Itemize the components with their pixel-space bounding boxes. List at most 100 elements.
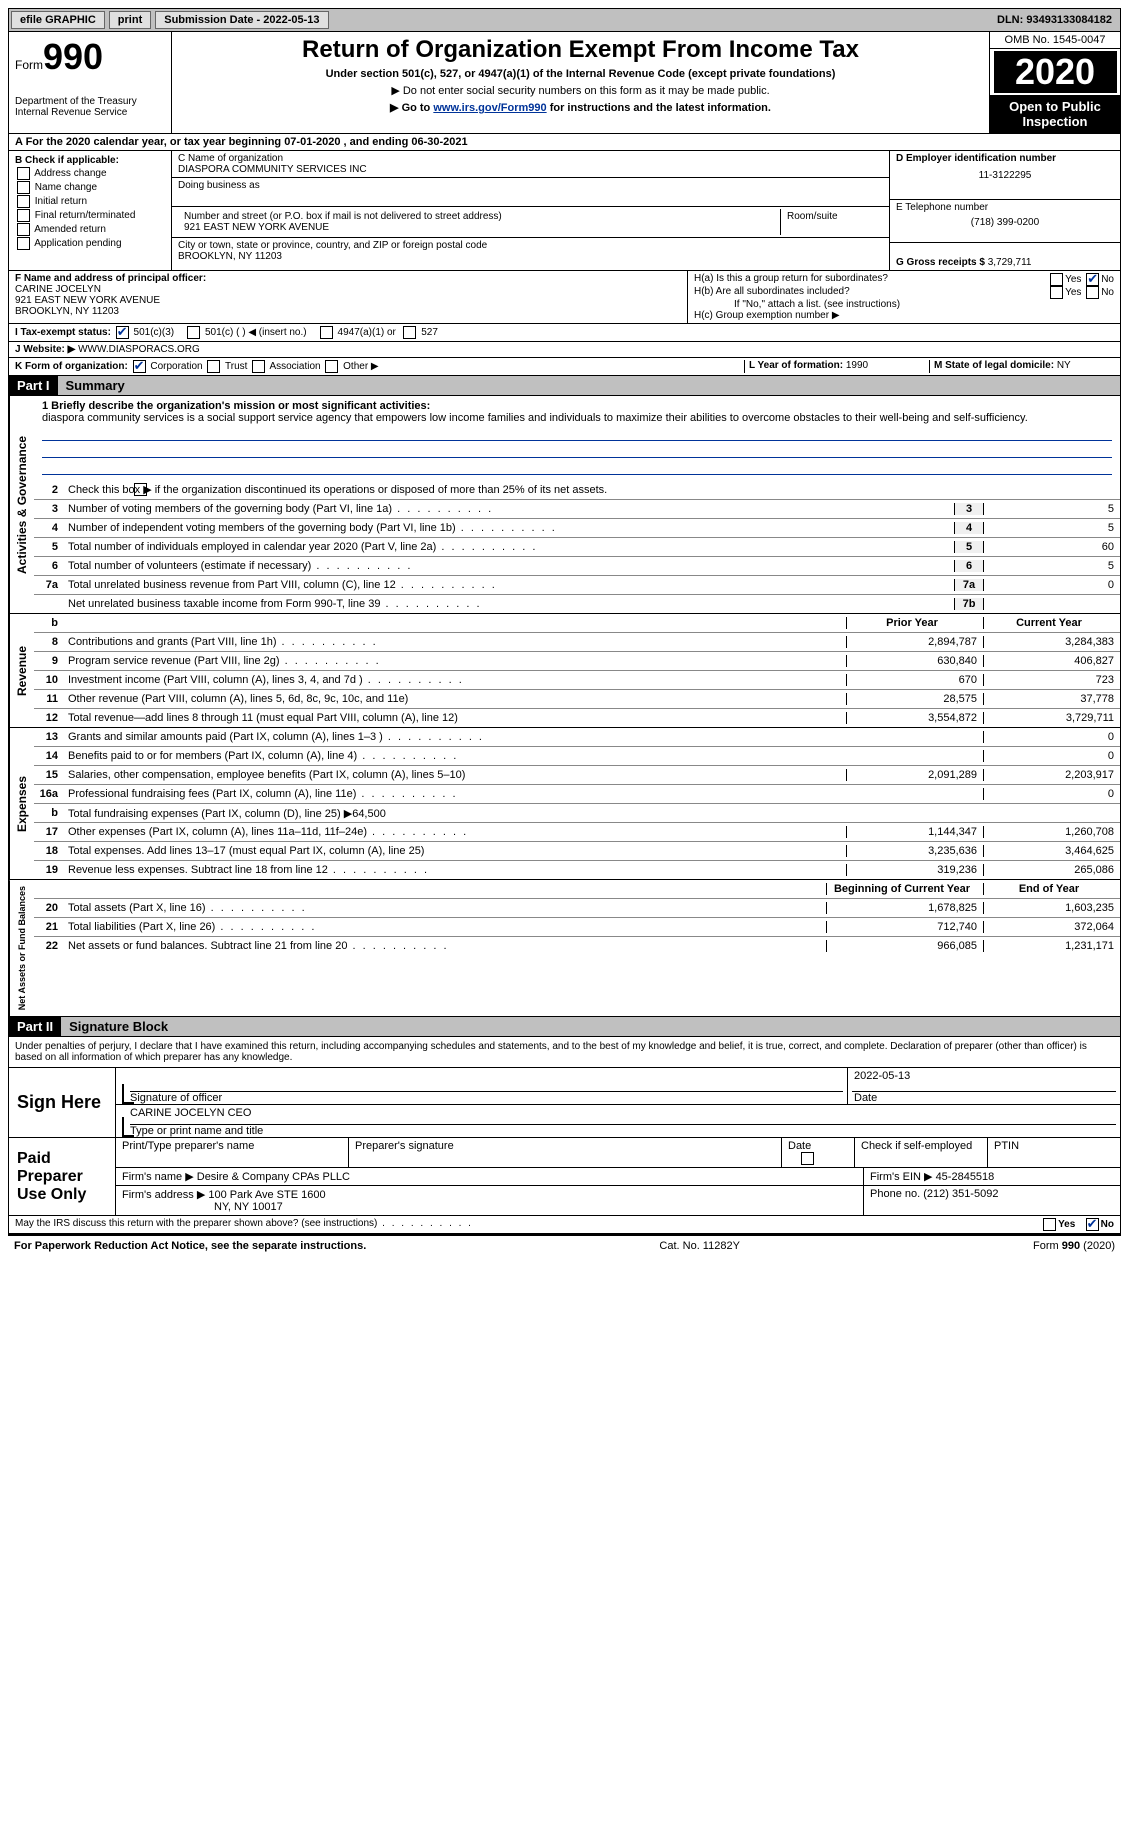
irs-link[interactable]: www.irs.gov/Form990 xyxy=(433,102,546,114)
cb-pending[interactable] xyxy=(17,237,30,250)
omb-number: OMB No. 1545-0047 xyxy=(990,32,1120,49)
row-j: J Website: ▶ WWW.DIASPORACS.ORG xyxy=(8,342,1121,358)
cb-line2[interactable] xyxy=(134,483,147,496)
officer-name-title: CARINE JOCELYN CEO xyxy=(130,1107,251,1119)
cb-self-employed[interactable] xyxy=(801,1152,814,1165)
cb-hb-no[interactable] xyxy=(1086,286,1099,299)
line20-desc: Total assets (Part X, line 16) xyxy=(64,900,826,916)
form-number: 990 xyxy=(43,36,103,77)
ein-value: 11-3122295 xyxy=(896,170,1114,181)
type-name-label: Type or print name and title xyxy=(130,1125,263,1137)
cb-irs-yes[interactable] xyxy=(1043,1218,1056,1231)
opt-4947: 4947(a)(1) or xyxy=(338,327,396,338)
mission-text: diaspora community services is a social … xyxy=(42,412,1112,424)
opt-527: 527 xyxy=(421,327,438,338)
firm-name-label: Firm's name ▶ xyxy=(122,1171,194,1183)
line11-prior: 28,575 xyxy=(846,693,983,705)
open-public: Open to Public Inspection xyxy=(990,95,1120,133)
ptin-label: PTIN xyxy=(988,1138,1120,1167)
firm-name-value: Desire & Company CPAs PLLC xyxy=(197,1171,350,1183)
hdr-end: End of Year xyxy=(983,883,1120,895)
efile-badge: efile GRAPHIC xyxy=(11,11,105,29)
officer-name: CARINE JOCELYN xyxy=(15,284,101,295)
firm-city-value: NY, NY 10017 xyxy=(122,1201,283,1213)
line12-prior: 3,554,872 xyxy=(846,712,983,724)
cb-other[interactable] xyxy=(325,360,338,373)
opt-corp: Corporation xyxy=(150,361,202,372)
col-b-header: B Check if applicable: xyxy=(15,155,119,166)
opt-initial: Initial return xyxy=(35,196,87,207)
opt-name: Name change xyxy=(35,182,97,193)
line17-desc: Other expenses (Part IX, column (A), lin… xyxy=(64,824,846,840)
irs-no: No xyxy=(1101,1219,1114,1230)
cb-initial[interactable] xyxy=(17,195,30,208)
line7a-desc: Total unrelated business revenue from Pa… xyxy=(64,577,954,593)
sign-here-block: Sign Here Signature of officer 2022-05-1… xyxy=(8,1068,1121,1138)
form-org-label: K Form of organization: xyxy=(15,361,128,372)
opt-assoc: Association xyxy=(269,361,320,372)
line13-desc: Grants and similar amounts paid (Part IX… xyxy=(64,729,846,745)
officer-addr2: BROOKLYN, NY 11203 xyxy=(15,306,119,317)
prep-date-label: Date xyxy=(782,1138,855,1167)
cb-name-change[interactable] xyxy=(17,181,30,194)
line11-desc: Other revenue (Part VIII, column (A), li… xyxy=(64,691,846,707)
ha-no: No xyxy=(1101,274,1114,285)
part1-title: Summary xyxy=(58,376,1120,395)
row-klm: K Form of organization: Corporation Trus… xyxy=(8,358,1121,376)
line18-curr: 3,464,625 xyxy=(983,845,1120,857)
line20-end: 1,603,235 xyxy=(983,902,1120,914)
officer-addr1: 921 EAST NEW YORK AVENUE xyxy=(15,295,160,306)
cb-4947[interactable] xyxy=(320,326,333,339)
cb-ha-no[interactable] xyxy=(1086,273,1099,286)
hc-label: H(c) Group exemption number ▶ xyxy=(694,310,1114,321)
room-label: Room/suite xyxy=(781,209,883,235)
sign-here-label: Sign Here xyxy=(9,1068,115,1137)
cb-trust[interactable] xyxy=(207,360,220,373)
print-button[interactable]: print xyxy=(109,11,151,29)
may-irs-row: May the IRS discuss this return with the… xyxy=(8,1216,1121,1234)
cb-501c[interactable] xyxy=(187,326,200,339)
hdr-prior: Prior Year xyxy=(846,617,983,629)
line10-prior: 670 xyxy=(846,674,983,686)
hdr-current: Current Year xyxy=(983,617,1120,629)
line9-prior: 630,840 xyxy=(846,655,983,667)
self-employed-label: Check if self-employed xyxy=(861,1140,972,1152)
mission-label: 1 Briefly describe the organization's mi… xyxy=(42,400,430,412)
firm-addr-label: Firm's address ▶ xyxy=(122,1189,205,1201)
line8-prior: 2,894,787 xyxy=(846,636,983,648)
cb-501c3[interactable] xyxy=(116,326,129,339)
line5-val: 60 xyxy=(984,541,1120,553)
domicile-value: NY xyxy=(1057,360,1071,371)
line19-curr: 265,086 xyxy=(983,864,1120,876)
line11-curr: 37,778 xyxy=(983,693,1120,705)
cb-corp[interactable] xyxy=(133,360,146,373)
officer-label: F Name and address of principal officer: xyxy=(15,273,206,284)
cb-ha-yes[interactable] xyxy=(1050,273,1063,286)
line16a-curr: 0 xyxy=(983,788,1120,800)
opt-501c3: 501(c)(3) xyxy=(134,327,175,338)
tax-year: 2020 xyxy=(994,51,1117,93)
line8-desc: Contributions and grants (Part VIII, lin… xyxy=(64,634,846,650)
part2-bar: Part II Signature Block xyxy=(8,1017,1121,1037)
line4-desc: Number of independent voting members of … xyxy=(64,520,954,536)
cb-irs-no[interactable] xyxy=(1086,1218,1099,1231)
opt-address: Address change xyxy=(34,168,106,179)
firm-ein-label: Firm's EIN ▶ xyxy=(870,1171,933,1183)
cb-527[interactable] xyxy=(403,326,416,339)
cb-hb-yes[interactable] xyxy=(1050,286,1063,299)
line21-end: 372,064 xyxy=(983,921,1120,933)
prep-name-label: Print/Type preparer's name xyxy=(116,1138,349,1167)
may-irs-label: May the IRS discuss this return with the… xyxy=(15,1218,473,1229)
line10-desc: Investment income (Part VIII, column (A)… xyxy=(64,672,846,688)
irs-label: Internal Revenue Service xyxy=(15,107,165,118)
line19-prior: 319,236 xyxy=(846,864,983,876)
cb-assoc[interactable] xyxy=(252,360,265,373)
cat-number: Cat. No. 11282Y xyxy=(659,1240,740,1252)
part1-label: Part I xyxy=(9,376,58,395)
cb-address-change[interactable] xyxy=(17,167,30,180)
cb-amended[interactable] xyxy=(17,223,30,236)
cb-final[interactable] xyxy=(17,209,30,222)
part1-bar: Part I Summary xyxy=(8,376,1121,396)
officer-group-block: F Name and address of principal officer:… xyxy=(8,271,1121,324)
sig-officer-label: Signature of officer xyxy=(130,1092,222,1104)
